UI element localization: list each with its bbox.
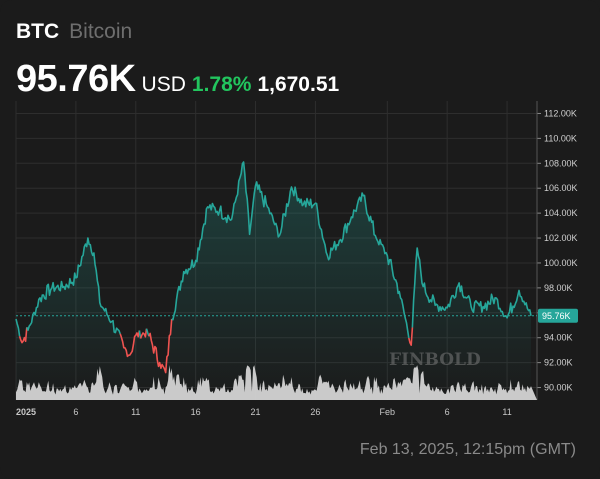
price-area [16, 162, 531, 400]
x-tick-label: 6 [445, 407, 450, 417]
y-tick-label: 92.00K [544, 358, 573, 368]
asset-header: BTC Bitcoin [16, 20, 132, 44]
x-tick-label: 16 [191, 407, 201, 417]
price-line-up [171, 161, 410, 339]
price-line-up [411, 247, 532, 328]
price-line-down [18, 327, 28, 344]
y-tick-label: 108.00K [544, 158, 578, 168]
y-tick-label: 94.00K [544, 333, 573, 343]
x-tick-label: 2025 [16, 407, 36, 417]
current-price: 95.76K [16, 58, 136, 100]
change-percent: 1.78% [191, 73, 252, 96]
y-tick-label: 104.00K [544, 208, 578, 218]
y-tick-label: 110.00K [544, 133, 577, 143]
price-line-up [15, 318, 21, 337]
x-tick-label: 11 [502, 407, 511, 417]
y-tick-label: 102.00K [544, 233, 578, 243]
watermark-logo: FINBOLD [389, 350, 481, 370]
price-line-down [148, 318, 173, 374]
timestamp: Feb 13, 2025, 12:15pm (GMT) [359, 441, 576, 458]
currency-label: USD [141, 73, 186, 96]
price-line-down [408, 327, 414, 346]
ticker-symbol: BTC [16, 20, 60, 43]
y-tick-label: 90.00K [544, 383, 573, 393]
x-tick-label: 26 [310, 407, 320, 417]
asset-name: Bitcoin [69, 20, 133, 43]
volume-area [16, 365, 537, 400]
current-price-label: 95.76K [542, 311, 571, 321]
y-tick-label: 100.00K [544, 258, 578, 268]
x-tick-label: 21 [251, 407, 261, 417]
change-absolute: 1,670.51 [257, 73, 340, 96]
x-tick-label: Feb [380, 407, 396, 417]
price-row: 95.76K USD 1.78% 1,670.51 [16, 58, 339, 101]
price-chart[interactable]: 112.00K 110.00K 108.00K 106.00K 104.00K 102.0… [0, 95, 600, 425]
price-line-down [119, 330, 141, 358]
y-tick-label: 112.00K [544, 108, 577, 118]
price-line-up [26, 237, 121, 335]
current-price-badge [538, 308, 578, 323]
y-tick-label: 98.00K [544, 283, 573, 293]
price-line-up [145, 328, 150, 337]
y-tick-label: 106.00K [544, 183, 578, 193]
x-tick-label: 6 [73, 407, 78, 417]
x-tick-label: 11 [131, 407, 140, 417]
price-line-down [139, 328, 148, 339]
